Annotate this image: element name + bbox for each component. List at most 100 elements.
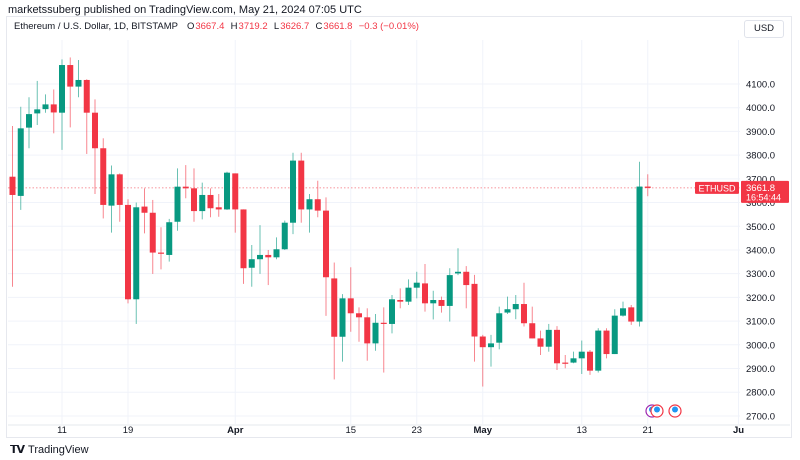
candle-down — [141, 206, 148, 213]
open-label: O — [186, 21, 195, 32]
y-tick-label: 3100.0 — [746, 317, 775, 328]
currency-button[interactable]: USD — [744, 20, 784, 38]
candle-down — [191, 188, 197, 212]
candle-up — [636, 186, 643, 322]
x-tick-label: Apr — [227, 425, 244, 436]
candle-down — [628, 307, 635, 322]
candle-up — [339, 298, 346, 337]
candle-up — [199, 194, 206, 212]
high-label: H — [230, 21, 238, 32]
candle-down — [603, 330, 610, 355]
candle-down — [125, 204, 131, 300]
candle-down — [215, 207, 222, 210]
flag-icon — [654, 406, 660, 413]
low-label: L — [273, 21, 280, 32]
candle-up — [578, 351, 585, 359]
candle-down — [92, 112, 98, 149]
candle-down — [356, 313, 362, 318]
x-tick-label: 13 — [576, 425, 587, 436]
candle-down — [207, 194, 214, 209]
last-price-label: 3661.8 — [746, 183, 775, 194]
candle-down — [158, 252, 164, 254]
candle-down — [323, 210, 329, 278]
candle-down — [364, 317, 371, 344]
candle-up — [372, 322, 379, 344]
flag-icon — [672, 406, 678, 413]
candle-down — [9, 176, 16, 195]
x-tick-label: 11 — [57, 425, 67, 436]
x-tick-label: 15 — [345, 425, 356, 436]
y-tick-label: 3700.0 — [746, 174, 775, 185]
candle-down — [397, 299, 404, 302]
candle-down — [422, 283, 428, 304]
candle-down — [50, 104, 57, 113]
candle-up — [248, 259, 255, 268]
candle-up — [620, 308, 626, 316]
candle-up — [290, 160, 296, 223]
y-tick-label: 4100.0 — [746, 80, 775, 91]
candle-down — [537, 338, 544, 347]
y-tick-label: 3300.0 — [746, 269, 775, 280]
candle-up — [545, 329, 552, 347]
candle-up — [595, 330, 602, 371]
y-tick-label: 3200.0 — [746, 293, 775, 304]
candle-down — [100, 148, 107, 205]
tradingview-brand[interactable]: 𝗧𝗩 TradingView — [10, 443, 89, 457]
high-value: 3719.2 — [238, 21, 268, 32]
candle-down — [587, 351, 593, 371]
bar-countdown-label: 16:54:44 — [746, 192, 781, 202]
candle-down — [479, 336, 486, 348]
candle-up — [455, 271, 461, 274]
candle-up — [446, 275, 453, 306]
candle-up — [26, 114, 32, 128]
candle-down — [314, 199, 321, 211]
y-tick-label: 3400.0 — [746, 245, 775, 256]
y-tick-label: 4000.0 — [746, 103, 775, 114]
candle-up — [389, 299, 395, 324]
y-tick-label: 3000.0 — [746, 340, 775, 351]
candle-up — [59, 65, 65, 113]
candle-down — [463, 271, 470, 286]
x-tick-label: 21 — [642, 425, 653, 436]
candle-down — [644, 186, 651, 188]
candle-down — [265, 254, 272, 258]
candle-down — [116, 174, 123, 205]
candle-up — [17, 128, 24, 196]
candle-up — [224, 172, 230, 210]
candle-up — [570, 358, 577, 363]
x-tick-label: 19 — [123, 425, 134, 436]
candle-down — [298, 160, 305, 210]
candle-down — [529, 323, 536, 339]
candle-up — [257, 254, 263, 260]
y-tick-label: 3800.0 — [746, 151, 775, 162]
candle-up — [133, 207, 140, 300]
close-label: C — [315, 21, 323, 32]
candle-up — [488, 343, 494, 348]
candle-down — [232, 173, 239, 210]
candle-up — [108, 174, 115, 206]
candle-down — [83, 79, 90, 113]
candle-up — [42, 104, 49, 110]
low-value: 3626.7 — [280, 21, 310, 32]
candle-up — [273, 249, 280, 258]
candle-down — [380, 322, 387, 324]
candle-up — [413, 282, 420, 288]
x-tick-label: May — [474, 425, 493, 436]
candle-down — [240, 209, 247, 269]
candle-down — [347, 298, 354, 314]
brand-name: TradingView — [28, 443, 89, 456]
y-tick-label: 2800.0 — [746, 388, 775, 399]
last-price-tag — [741, 180, 789, 203]
candle-down — [182, 186, 189, 189]
y-tick-label: 2900.0 — [746, 364, 775, 375]
x-tick-label: Ju — [733, 425, 744, 436]
candle-down — [67, 65, 74, 87]
chart-frame — [6, 16, 792, 438]
candle-up — [504, 309, 511, 313]
candle-up — [405, 287, 412, 302]
close-value: 3661.8 — [323, 21, 353, 32]
change-value: −0.3 (−0.01%) — [358, 21, 419, 32]
candle-up — [75, 79, 82, 87]
candle-down — [562, 362, 569, 364]
